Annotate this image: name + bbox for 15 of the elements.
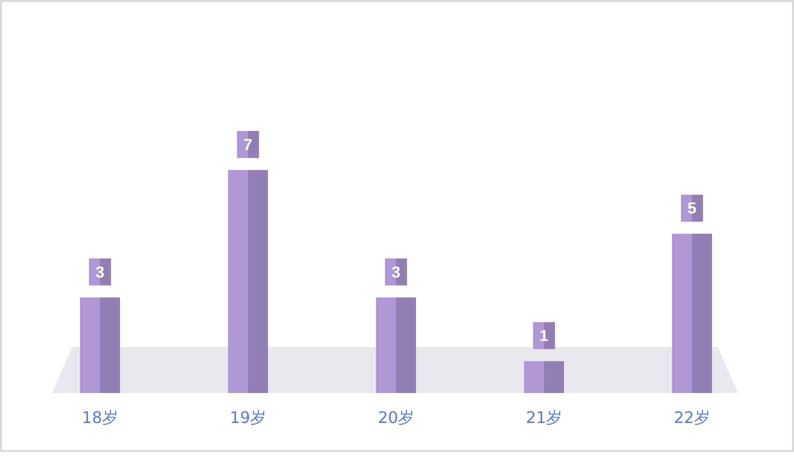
x-tick-label: 19岁 (230, 408, 266, 427)
bar (524, 361, 564, 393)
data-label: 7 (244, 137, 253, 154)
x-tick-label: 21岁 (526, 408, 562, 427)
data-label: 1 (540, 328, 549, 346)
data-label: 5 (688, 200, 697, 218)
bar (376, 297, 416, 393)
data-label: 3 (96, 264, 105, 282)
data-label: 3 (392, 264, 401, 282)
x-tick-label: 20岁 (378, 408, 414, 427)
bar (228, 170, 268, 393)
x-tick-label: 22岁 (674, 408, 710, 427)
bar (672, 234, 712, 393)
bar (80, 297, 120, 393)
x-tick-label: 18岁 (82, 408, 118, 427)
